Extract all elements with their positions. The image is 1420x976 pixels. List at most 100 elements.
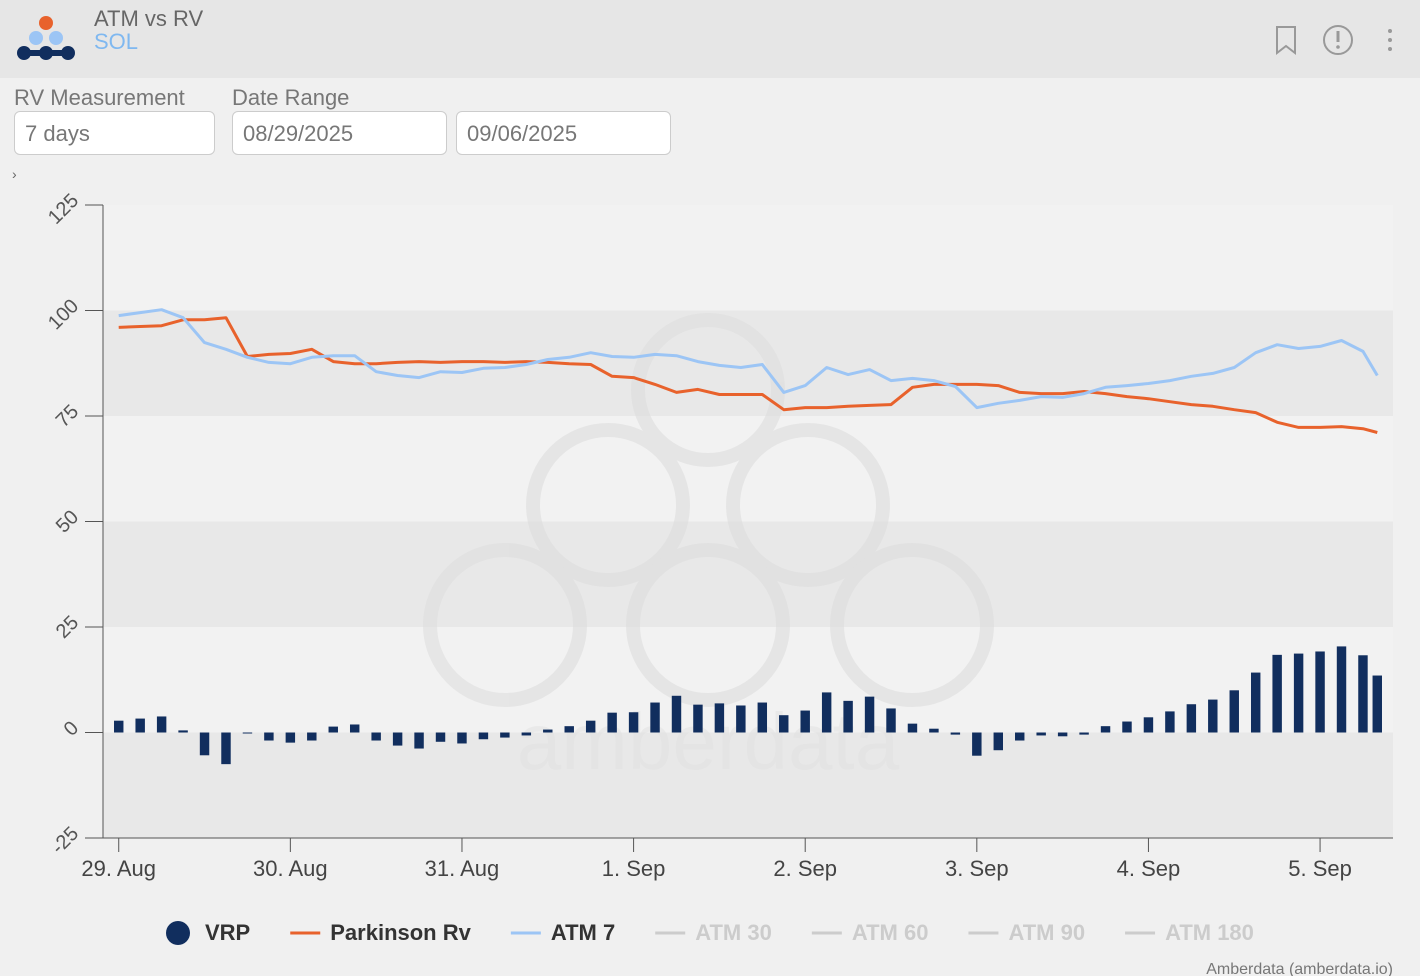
watermark-ring bbox=[631, 313, 785, 467]
x-tick-label: 29. Aug bbox=[81, 856, 156, 881]
bar bbox=[564, 726, 574, 733]
bar bbox=[607, 712, 617, 733]
bar bbox=[1079, 732, 1089, 735]
x-tick-label: 1. Sep bbox=[602, 856, 666, 881]
legend-label[interactable]: ATM 90 bbox=[1008, 920, 1085, 945]
bar bbox=[779, 715, 789, 733]
header: ATM vs RV SOL bbox=[0, 0, 1420, 78]
bar bbox=[414, 732, 424, 749]
bar bbox=[1057, 732, 1068, 737]
y-tick-label: 25 bbox=[52, 612, 83, 643]
bar bbox=[628, 712, 639, 733]
date-from[interactable]: 08/29/2025 bbox=[232, 111, 447, 155]
bar bbox=[1293, 653, 1304, 733]
bar bbox=[371, 732, 381, 741]
bar bbox=[221, 732, 231, 765]
legend-label[interactable]: ATM 7 bbox=[551, 920, 615, 945]
bar bbox=[1372, 675, 1382, 733]
bar bbox=[800, 710, 810, 733]
bar bbox=[349, 724, 360, 733]
legend-label[interactable]: Parkinson Rv bbox=[330, 920, 471, 945]
watermark: amberdata bbox=[423, 313, 994, 786]
rv-select[interactable]: 7 days bbox=[14, 111, 215, 155]
bar bbox=[1165, 711, 1175, 733]
rv-label: RV Measurement bbox=[14, 85, 185, 110]
bar bbox=[478, 732, 489, 740]
bar bbox=[650, 702, 660, 733]
bar bbox=[821, 692, 832, 733]
y-tick-label: 100 bbox=[44, 295, 83, 334]
y-tick-label: 50 bbox=[52, 506, 83, 537]
info-icon[interactable] bbox=[1323, 25, 1353, 55]
bar bbox=[1143, 717, 1154, 733]
bar bbox=[264, 732, 274, 741]
legend-label[interactable]: ATM 180 bbox=[1165, 920, 1254, 945]
bar bbox=[1315, 651, 1325, 733]
bar bbox=[864, 696, 875, 733]
watermark-ring bbox=[626, 543, 790, 707]
bar bbox=[1100, 726, 1111, 733]
grid-band bbox=[103, 732, 1393, 838]
bar bbox=[521, 732, 532, 736]
bar bbox=[1272, 654, 1282, 733]
date-label: Date Range bbox=[232, 85, 350, 110]
date-to[interactable]: 09/06/2025 bbox=[456, 111, 671, 155]
bar bbox=[1336, 646, 1347, 733]
bar bbox=[457, 732, 467, 744]
bar bbox=[993, 732, 1003, 751]
x-tick-label: 2. Sep bbox=[773, 856, 837, 881]
bar bbox=[886, 708, 896, 733]
bar bbox=[543, 729, 553, 733]
expander[interactable]: › bbox=[12, 166, 17, 182]
legend-label[interactable]: ATM 30 bbox=[695, 920, 772, 945]
watermark-ring bbox=[423, 543, 587, 707]
bar bbox=[843, 700, 853, 733]
bar bbox=[435, 732, 446, 742]
bar bbox=[1229, 690, 1239, 733]
bookmark-icon[interactable] bbox=[1276, 26, 1296, 56]
bar bbox=[1208, 699, 1218, 733]
x-tick-label: 30. Aug bbox=[253, 856, 328, 881]
y-tick-label: 0 bbox=[60, 717, 83, 740]
line bbox=[118, 308, 1379, 410]
grid-band bbox=[103, 205, 1393, 311]
bar bbox=[1186, 704, 1197, 733]
menu-icon[interactable] bbox=[1388, 29, 1392, 51]
y-tick-label: 125 bbox=[44, 190, 83, 229]
bar bbox=[929, 728, 939, 733]
legend-label[interactable]: ATM 60 bbox=[852, 920, 929, 945]
bar bbox=[1036, 732, 1046, 736]
watermark-ring bbox=[830, 543, 994, 707]
bar bbox=[757, 702, 768, 733]
logo bbox=[17, 16, 75, 60]
bar bbox=[671, 695, 682, 733]
bar bbox=[693, 704, 703, 733]
bar bbox=[392, 732, 403, 746]
bar bbox=[328, 726, 338, 733]
legend-label[interactable]: VRP bbox=[205, 920, 250, 945]
title: ATM vs RV bbox=[94, 6, 204, 31]
toolbar[interactable] bbox=[1265, 20, 1415, 60]
bar bbox=[714, 703, 725, 733]
bar bbox=[156, 716, 167, 733]
bar bbox=[500, 732, 510, 738]
bar bbox=[736, 705, 746, 733]
bar bbox=[1122, 721, 1132, 733]
x-tick-label: 31. Aug bbox=[425, 856, 500, 881]
bar bbox=[585, 720, 596, 733]
bar bbox=[135, 718, 145, 733]
x-tick-label: 3. Sep bbox=[945, 856, 1009, 881]
bar bbox=[199, 732, 210, 756]
y-tick-label: -25 bbox=[47, 823, 83, 859]
subtitle: SOL bbox=[94, 29, 139, 54]
x-tick-label: 5. Sep bbox=[1288, 856, 1352, 881]
bar bbox=[907, 723, 918, 733]
bar bbox=[972, 732, 982, 756]
bar bbox=[307, 732, 317, 741]
grid-band bbox=[103, 627, 1393, 733]
bar bbox=[1358, 655, 1368, 733]
legend-swatch bbox=[166, 921, 190, 945]
bar bbox=[1015, 732, 1025, 741]
